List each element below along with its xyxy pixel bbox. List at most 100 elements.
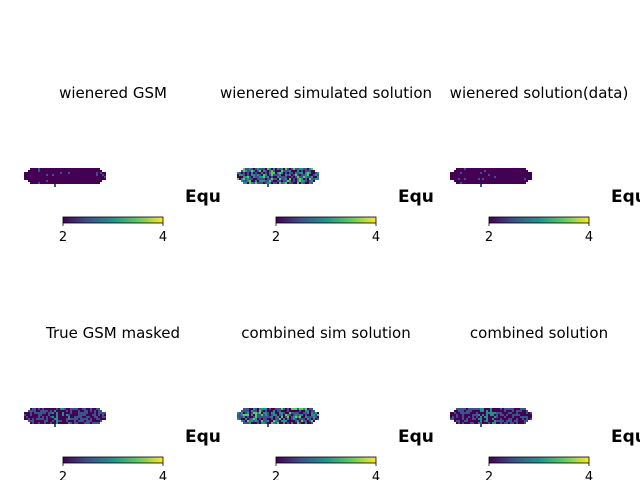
map-pixel [273,414,275,416]
map-pixel [462,410,464,412]
map-pixel [267,184,269,187]
map-pixel [311,416,313,418]
map-pixel [273,422,275,424]
map-pixel [46,168,48,170]
map-pixel [259,412,261,414]
map-pixel [72,182,74,184]
map-pixel [34,174,36,176]
map-pixel [86,170,88,172]
map-pixel [516,418,518,420]
map-pixel [265,180,267,182]
map-pixel [518,168,520,170]
map-pixel [263,422,265,424]
map-pixel [281,170,283,172]
map-pixel [496,168,498,170]
map-pixel [269,176,271,178]
map-pixel [303,170,305,172]
map-pixel [285,414,287,416]
map-pixel [283,180,285,182]
map-pixel [309,416,311,418]
map-pixel [301,176,303,178]
map-pixel [64,422,66,424]
map-pixel [255,418,257,420]
map-pixel [64,174,66,176]
map-pixel [257,414,259,416]
map-pixel [478,412,480,414]
map-pixel [460,182,462,184]
map-pixel [317,178,319,180]
map-pixel [492,172,494,174]
map-pixel [494,172,496,174]
map-pixel [32,422,34,424]
map-pixel [42,172,44,174]
map-pixel [460,176,462,178]
map-pixel [482,172,484,174]
map-pixel [520,172,522,174]
map-pixel [86,422,88,424]
map-pixel [482,174,484,176]
map-pixel [464,412,466,414]
map-pixel [506,422,508,424]
map-pixel [492,422,494,424]
map-pixel [490,422,492,424]
map-pixel [32,410,34,412]
map-pixel [74,168,76,170]
map-pixel [468,420,470,422]
map-pixel [247,410,249,412]
map-pixel [88,412,90,414]
map-pixel [454,170,456,172]
map-pixel [253,180,255,182]
map-pixel [456,410,458,412]
map-pixel [245,178,247,180]
map-pixel [311,418,313,420]
map-pixel [484,410,486,412]
map-pixel [58,416,60,418]
map-pixel [96,182,98,184]
map-pixel [259,178,261,180]
map-pixel [261,182,263,184]
map-pixel [243,410,245,412]
panel-title: combined solution [470,324,608,342]
map-pixel [524,422,526,424]
map-pixel [504,414,506,416]
map-pixel [291,408,293,410]
map-pixel [510,414,512,416]
map-pixel [313,410,315,412]
map-pixel [307,410,309,412]
map-pixel [44,170,46,172]
map-pixel [277,178,279,180]
map-pixel [56,172,58,174]
map-pixel [255,408,257,410]
map-pixel [265,410,267,412]
map-pixel [90,418,92,420]
map-pixel [279,410,281,412]
map-pixel [488,410,490,412]
map-pixel [472,168,474,170]
map-pixel [36,410,38,412]
map-pixel [494,410,496,412]
map-pixel [309,408,311,410]
map-pixel [490,180,492,182]
map-pixel [28,178,30,180]
map-pixel [518,414,520,416]
map-pixel [502,418,504,420]
map-pixel [522,174,524,176]
map-pixel [470,178,472,180]
map-pixel [486,182,488,184]
map-pixel [78,414,80,416]
map-pixel [68,176,70,178]
map-pixel [456,172,458,174]
map-pixel [42,410,44,412]
map-pixel [102,172,104,174]
map-pixel [311,168,313,170]
map-pixel [62,416,64,418]
map-pixel [466,416,468,418]
map-pixel [269,410,271,412]
map-pixel [76,410,78,412]
panel-title: wienered solution(data) [450,84,629,102]
map-pixel [468,418,470,420]
map-pixel [36,418,38,420]
map-pixel [474,422,476,424]
map-pixel [84,176,86,178]
map-pixel [287,420,289,422]
